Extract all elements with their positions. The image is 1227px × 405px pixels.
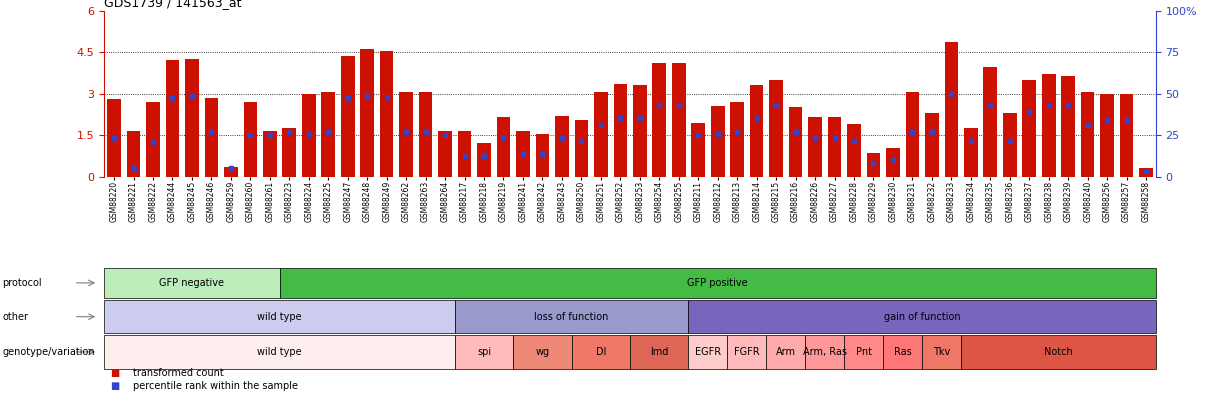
Bar — [925, 113, 939, 177]
Text: FGFR: FGFR — [734, 347, 760, 357]
Bar — [574, 120, 588, 177]
Bar — [789, 107, 802, 177]
Bar — [225, 167, 238, 177]
Bar — [828, 117, 842, 177]
Text: Arm: Arm — [775, 347, 796, 357]
Bar — [418, 92, 432, 177]
Text: percentile rank within the sample: percentile rank within the sample — [133, 381, 297, 391]
Text: Notch: Notch — [1044, 347, 1072, 357]
Text: wild type: wild type — [258, 347, 302, 357]
Bar — [594, 92, 607, 177]
Bar — [730, 102, 744, 177]
Bar — [945, 43, 958, 177]
Bar — [672, 63, 686, 177]
Text: gain of function: gain of function — [883, 312, 961, 322]
Bar — [809, 117, 822, 177]
Bar — [517, 131, 530, 177]
Text: ■: ■ — [110, 368, 120, 377]
Text: Pnt: Pnt — [855, 347, 871, 357]
Bar — [321, 92, 335, 177]
Text: GFP positive: GFP positive — [687, 278, 748, 288]
Bar — [166, 60, 179, 177]
Bar — [282, 128, 296, 177]
Bar — [1101, 94, 1114, 177]
Bar — [1022, 80, 1036, 177]
Bar — [906, 92, 919, 177]
Text: transformed count: transformed count — [133, 368, 223, 377]
Bar — [380, 51, 394, 177]
Text: GFP negative: GFP negative — [160, 278, 225, 288]
Text: other: other — [2, 312, 28, 322]
Text: Arm, Ras: Arm, Ras — [802, 347, 847, 357]
Bar — [205, 98, 218, 177]
Bar — [1140, 168, 1153, 177]
Bar — [477, 143, 491, 177]
Bar — [750, 85, 763, 177]
Bar — [126, 131, 140, 177]
Bar — [302, 94, 315, 177]
Bar — [964, 128, 978, 177]
Text: Dl: Dl — [595, 347, 606, 357]
Bar — [263, 131, 276, 177]
Bar — [107, 99, 120, 177]
Text: GDS1739 / 141563_at: GDS1739 / 141563_at — [104, 0, 242, 9]
Bar — [1081, 92, 1094, 177]
Bar — [633, 85, 647, 177]
Text: spi: spi — [477, 347, 491, 357]
Bar — [1061, 76, 1075, 177]
Bar — [185, 59, 199, 177]
Bar — [555, 116, 569, 177]
Text: ■: ■ — [110, 381, 120, 391]
Text: Tkv: Tkv — [933, 347, 950, 357]
Bar — [1042, 74, 1055, 177]
Bar — [361, 49, 374, 177]
Bar — [341, 56, 355, 177]
Text: protocol: protocol — [2, 278, 42, 288]
Text: wild type: wild type — [258, 312, 302, 322]
Text: Ras: Ras — [893, 347, 912, 357]
Bar — [1120, 94, 1134, 177]
Bar — [886, 147, 899, 177]
Bar — [769, 80, 783, 177]
Text: loss of function: loss of function — [535, 312, 609, 322]
Bar — [458, 131, 471, 177]
Bar — [710, 106, 724, 177]
Bar — [497, 117, 510, 177]
Bar — [536, 134, 550, 177]
Bar — [653, 63, 666, 177]
Text: wg: wg — [535, 347, 550, 357]
Text: EGFR: EGFR — [694, 347, 721, 357]
Text: lmd: lmd — [650, 347, 669, 357]
Bar — [399, 92, 413, 177]
Bar — [146, 102, 160, 177]
Text: genotype/variation: genotype/variation — [2, 347, 94, 357]
Bar — [438, 131, 452, 177]
Bar — [866, 153, 880, 177]
Bar — [243, 102, 258, 177]
Bar — [847, 124, 861, 177]
Bar — [691, 123, 706, 177]
Bar — [1002, 113, 1017, 177]
Bar — [984, 67, 998, 177]
Bar — [614, 84, 627, 177]
